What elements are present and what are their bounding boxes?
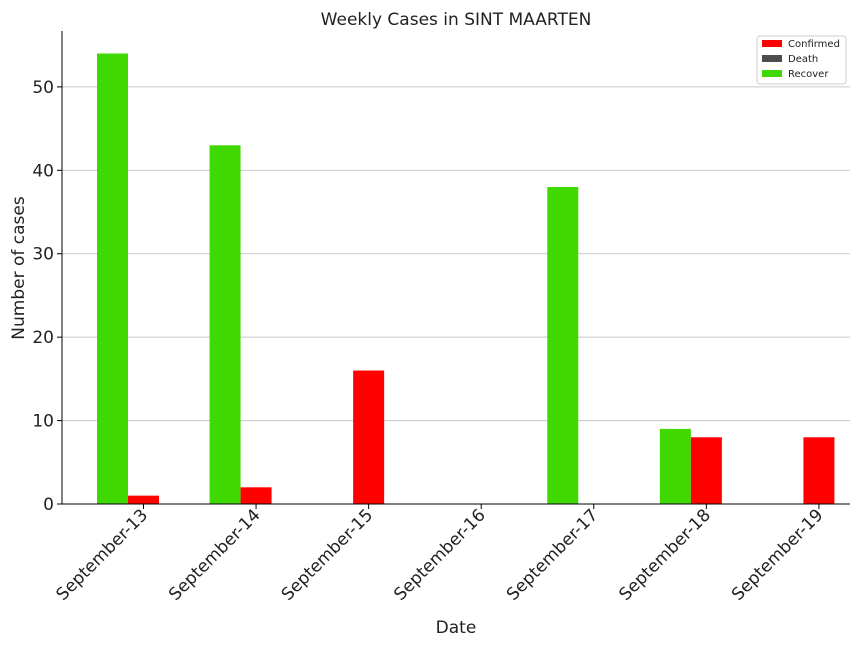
bar-recover [659, 428, 691, 504]
chart-title: Weekly Cases in SINT MAARTEN [321, 10, 592, 30]
x-tick-label: September-19 [728, 505, 827, 604]
bar-confirmed [690, 437, 722, 504]
x-ticks: September-13 September-14 September-15 Sept… [53, 504, 827, 605]
legend-label-death: Death [788, 54, 818, 65]
grid-lines [62, 86, 850, 422]
x-tick-label: September-15 [278, 505, 377, 604]
y-tick-label: 0 [43, 495, 54, 515]
y-tick-label: 50 [32, 78, 54, 98]
y-ticks: 0 10 20 30 40 50 [32, 78, 62, 515]
x-tick-label: September-13 [53, 505, 152, 604]
bar-confirmed [353, 370, 385, 504]
legend-swatch-recover [762, 70, 782, 77]
legend: Confirmed Death Recover [756, 35, 847, 85]
x-tick-label: September-14 [165, 505, 264, 604]
legend-label-recover: Recover [788, 69, 829, 80]
x-tick-label: September-16 [390, 505, 489, 604]
legend-swatch-confirmed [762, 40, 782, 47]
legend-label-confirmed: Confirmed [788, 39, 840, 50]
y-tick-label: 20 [32, 328, 54, 348]
bar-confirmed [240, 487, 272, 504]
y-tick-label: 30 [32, 245, 54, 265]
axes [61, 31, 850, 505]
bars [97, 53, 835, 505]
y-axis-label: Number of cases [9, 196, 29, 340]
y-tick-label: 10 [32, 412, 54, 432]
bar-confirmed [803, 437, 835, 504]
bar-recover [547, 186, 579, 504]
x-tick-label: September-18 [615, 505, 714, 604]
x-tick-label: September-17 [503, 505, 602, 604]
legend-swatch-death [762, 55, 782, 62]
bar-recover [97, 53, 128, 505]
bar-confirmed [128, 495, 159, 504]
y-tick-label: 40 [32, 161, 54, 181]
x-axis-label: Date [436, 618, 477, 638]
bar-recover [209, 145, 241, 504]
